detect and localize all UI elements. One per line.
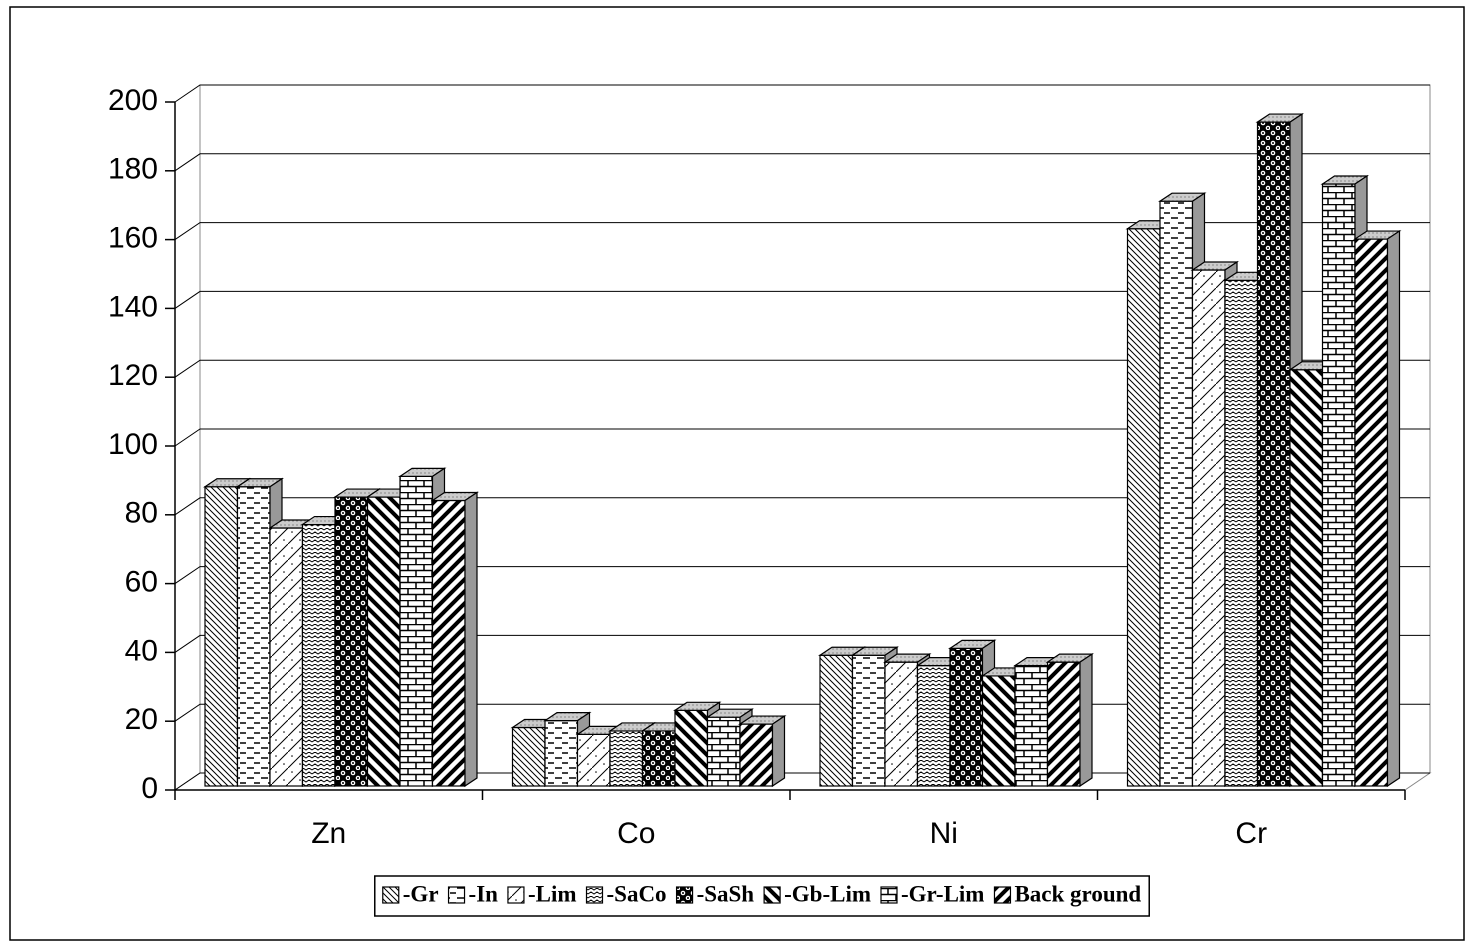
legend-label: -Gb-Lim [784, 881, 871, 906]
y-tick-label: 20 [125, 703, 158, 736]
legend-box [374, 875, 1150, 917]
bar [851, 654, 886, 787]
bar [819, 654, 854, 787]
bar [334, 496, 369, 787]
grid-line [174, 359, 1430, 378]
legend-label: -SaCo [607, 881, 667, 906]
bar [1289, 369, 1324, 787]
bar [1014, 664, 1049, 787]
bar [431, 499, 466, 787]
grid-line [174, 634, 1430, 653]
bar [301, 523, 336, 787]
bar [916, 664, 951, 787]
bar [1224, 279, 1259, 787]
y-tick-label: 120 [108, 359, 158, 392]
legend-label: -Lim [528, 881, 577, 906]
legend-swatch [763, 886, 781, 904]
bar [1126, 228, 1161, 787]
bar [576, 733, 611, 787]
bar [1046, 661, 1081, 787]
grid-line [174, 428, 1430, 447]
x-tick-label: Co [617, 817, 655, 850]
y-tick-label: 160 [108, 222, 158, 255]
bar-side [1386, 229, 1401, 788]
bar [1191, 269, 1226, 787]
bar-side [464, 491, 478, 788]
x-tick-label: Zn [311, 817, 346, 850]
legend-label: -Gr [403, 881, 439, 906]
legend-swatch [447, 886, 466, 904]
y-tick-label: 200 [108, 84, 158, 117]
bar [1256, 121, 1291, 787]
bar [884, 661, 919, 787]
legend-swatch [585, 886, 604, 904]
bar [204, 486, 239, 787]
bar [544, 720, 579, 787]
bar [706, 716, 741, 787]
grid-line [174, 566, 1430, 585]
y-tick-label: 0 [141, 772, 158, 805]
bar [674, 709, 709, 787]
bar [609, 730, 644, 787]
bar [641, 730, 676, 787]
legend-swatch [382, 886, 400, 904]
bar [1159, 200, 1194, 787]
legend-label: -In [469, 881, 499, 906]
legend-label: -SaSh [697, 881, 755, 906]
bar [981, 675, 1016, 787]
x-tick-label: Cr [1235, 817, 1267, 850]
y-tick-label: 80 [125, 497, 158, 530]
bar [511, 726, 546, 787]
bar-side [771, 714, 786, 788]
bar [399, 475, 434, 787]
y-tick-label: 140 [108, 290, 158, 323]
y-tick-label: 60 [125, 566, 158, 599]
grid-line [174, 497, 1430, 516]
grid-line [174, 290, 1430, 309]
legend-swatch [993, 886, 1012, 904]
bar [269, 527, 304, 787]
grid-line [174, 153, 1430, 172]
grid-line [174, 222, 1430, 241]
legend-label: -Gr-Lim [901, 881, 984, 906]
legend-swatch [675, 886, 694, 904]
y-tick-label: 180 [108, 153, 158, 186]
legend-swatch [507, 886, 525, 904]
bar [949, 647, 984, 787]
bar [236, 486, 271, 787]
x-tick-label: Ni [930, 817, 958, 850]
grid-line [174, 84, 1430, 103]
legend-swatch [880, 886, 898, 904]
bar [1354, 238, 1389, 787]
legend-label: Back ground [1014, 881, 1141, 906]
bar-side [1079, 653, 1093, 788]
y-tick-label: 40 [125, 634, 158, 667]
bar [1321, 183, 1356, 787]
y-tick-label: 100 [108, 428, 158, 461]
bar [366, 496, 401, 787]
bar [739, 723, 774, 787]
